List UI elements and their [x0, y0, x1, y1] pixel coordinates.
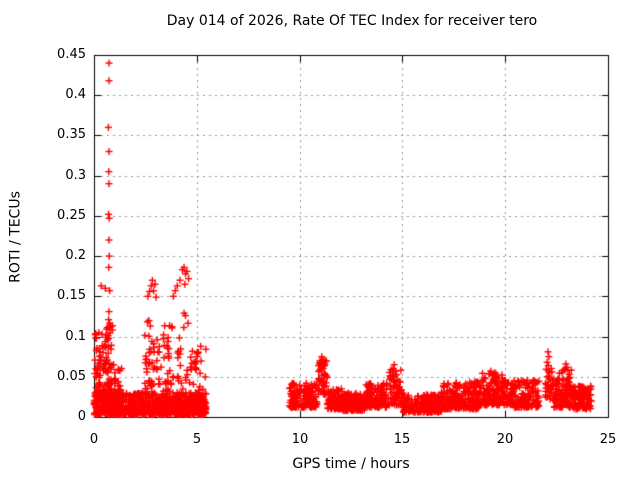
chart-title: Day 014 of 2026, Rate Of TEC Index for r…: [166, 13, 538, 29]
y-tick-label: 0: [77, 409, 86, 424]
x-tick-label: 15: [393, 432, 411, 447]
y-tick-label: 0.4: [65, 87, 86, 102]
x-tick-label: 25: [599, 432, 617, 447]
y-tick-label: 0.1: [65, 329, 86, 344]
y-tick-label: 0.2: [65, 248, 86, 263]
y-tick-label: 0.3: [65, 168, 86, 183]
x-axis-label: GPS time / hours: [292, 456, 410, 472]
y-tick-label: 0.05: [57, 369, 86, 384]
x-tick-label: 5: [192, 432, 202, 447]
y-axis-label: ROTI / TECUs: [7, 191, 24, 283]
x-tick-label: 10: [291, 432, 309, 447]
y-tick-label: 0.45: [57, 47, 86, 62]
y-tick-label: 0.25: [57, 208, 86, 223]
y-tick-label: 0.35: [57, 127, 86, 142]
x-tick-label: 0: [89, 432, 99, 447]
x-tick-label: 20: [496, 432, 514, 447]
y-tick-label: 0.15: [57, 288, 86, 303]
